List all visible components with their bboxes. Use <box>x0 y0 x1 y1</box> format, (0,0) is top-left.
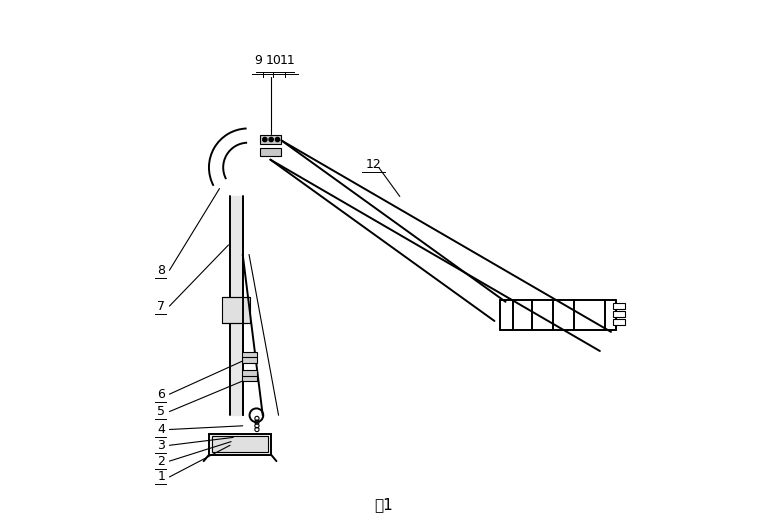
Text: 2: 2 <box>157 455 165 467</box>
Text: 4: 4 <box>157 423 165 436</box>
Bar <box>212 436 268 452</box>
Text: 12: 12 <box>366 158 382 171</box>
Bar <box>614 304 625 309</box>
Text: 5: 5 <box>157 405 165 418</box>
Bar <box>242 370 257 381</box>
Circle shape <box>276 137 280 142</box>
Bar <box>260 135 280 144</box>
Text: 1: 1 <box>157 471 165 483</box>
Circle shape <box>269 137 273 142</box>
Text: 3: 3 <box>157 439 165 452</box>
Bar <box>614 312 625 316</box>
Text: 10: 10 <box>266 54 281 67</box>
Bar <box>260 148 280 156</box>
Text: 8: 8 <box>157 264 165 277</box>
Bar <box>223 297 250 323</box>
Bar <box>242 352 257 363</box>
Text: 7: 7 <box>157 299 165 313</box>
Text: 9: 9 <box>254 54 263 67</box>
Bar <box>209 434 271 455</box>
Bar <box>614 319 625 324</box>
Text: 11: 11 <box>280 54 296 67</box>
Text: 6: 6 <box>157 387 165 401</box>
Circle shape <box>263 137 267 142</box>
Text: 图1: 图1 <box>375 497 393 513</box>
